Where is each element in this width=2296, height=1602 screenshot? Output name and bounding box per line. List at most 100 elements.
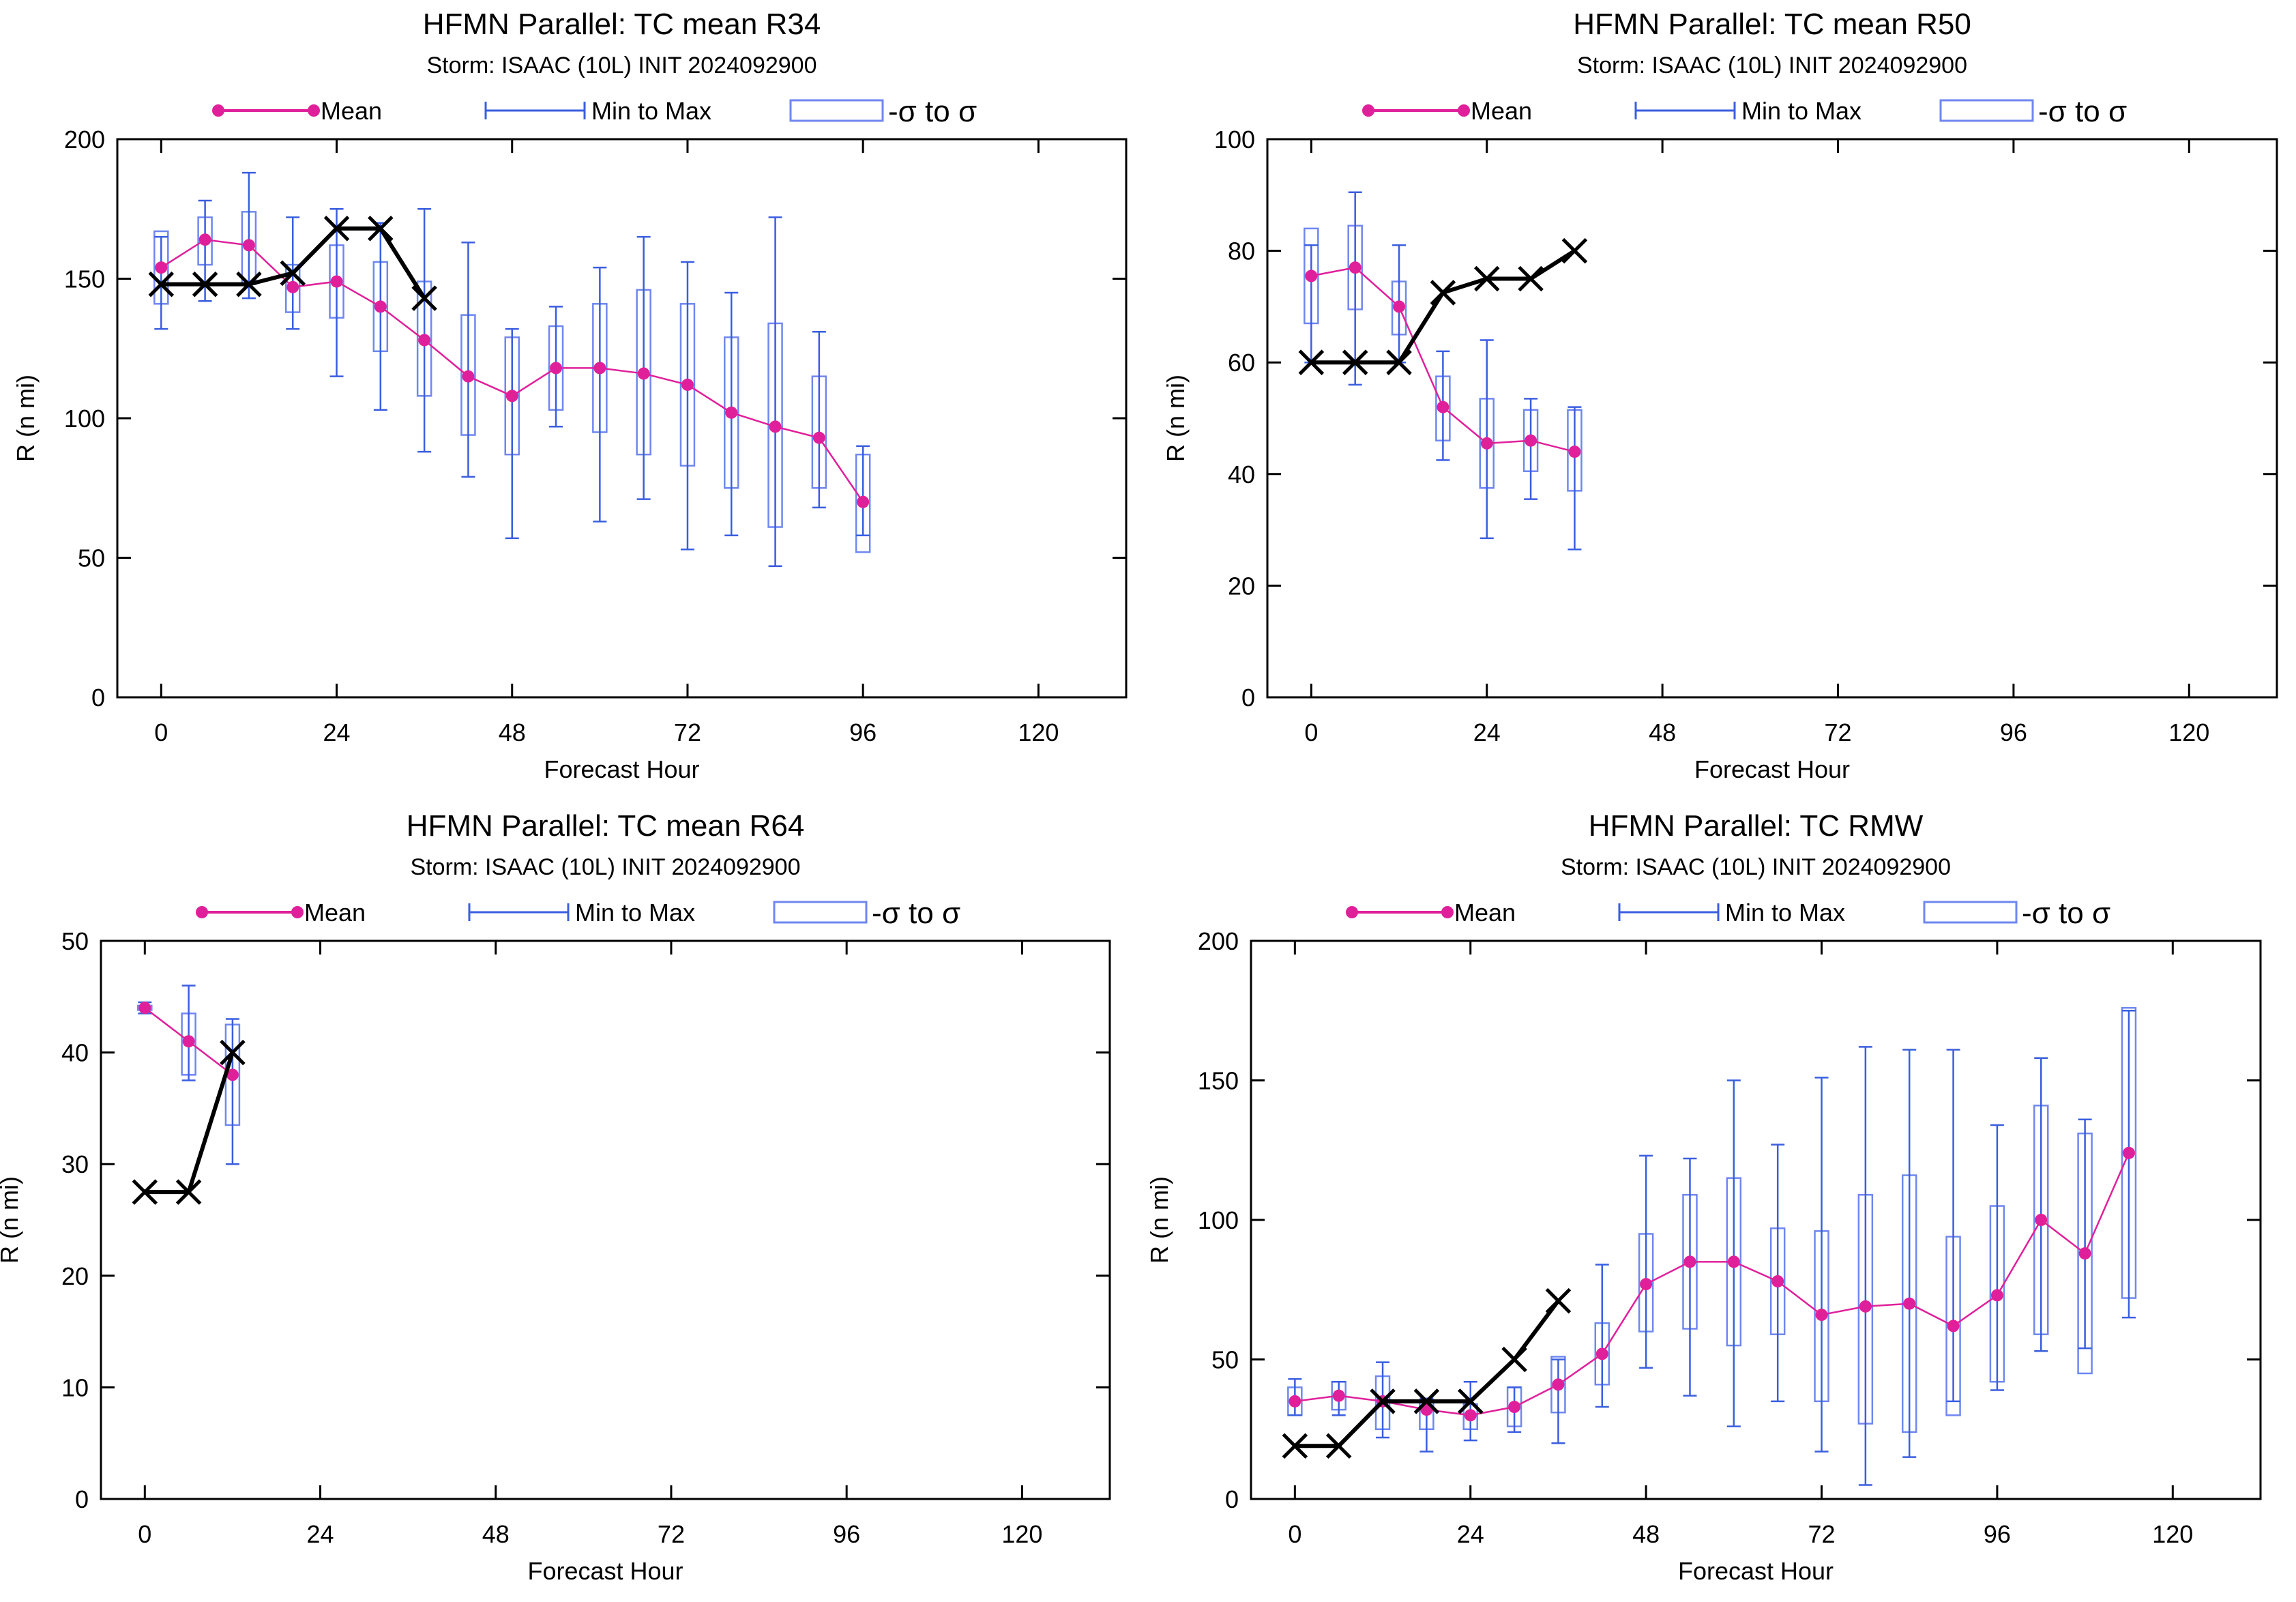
chart-r50-ylabel: R (n mi) [1162,375,1190,462]
plot-frame [1250,940,2262,1500]
best-track-marker [192,271,218,297]
mean-point [1464,1409,1477,1422]
mean-point [1947,1320,1960,1332]
mean-point [2078,1247,2091,1260]
x-tick-label: 96 [849,718,877,746]
chart-rmw-panel: HFMN Parallel: TC RMW Storm: ISAAC (10L)… [1145,809,2262,1585]
mean-point [2122,1146,2135,1159]
chart-r64-legend: Mean Min to Max -σ to σ [196,897,960,930]
mean-point [1508,1401,1521,1414]
best-track-marker [1386,349,1412,375]
y-tick-label: 40 [61,1039,89,1067]
y-tick-label: 100 [64,405,105,433]
x-tick-label: 72 [1808,1520,1835,1548]
mean-point [138,1002,151,1015]
x-tick-label: 120 [2152,1520,2193,1548]
mean-point [1640,1278,1653,1291]
legend-mean-label: Mean [321,97,382,125]
legend-mean-marker [308,104,320,117]
legend-range-label: Min to Max [575,899,695,927]
chart-r50-title: HFMN Parallel: TC mean R50 [1573,8,1971,41]
mean-point [198,233,211,246]
y-tick-label: 100 [1198,1206,1239,1234]
y-tick-label: 20 [1228,572,1255,600]
y-tick-label: 0 [1241,684,1255,712]
legend-mean-marker [1458,104,1470,117]
chart-r50-subtitle: Storm: ISAAC (10L) INIT 2024092900 [1577,53,1967,78]
legend-sigma-label: -σ to σ [2022,897,2110,930]
chart-r34-ylabel: R (n mi) [12,375,40,462]
chart-rmw-title: HFMN Parallel: TC RMW [1589,809,1924,843]
chart-r34-legend: Mean Min to Max -σ to σ [212,95,977,128]
best-track-marker [1473,265,1500,292]
mean-point [242,239,255,252]
best-track-marker [280,260,306,287]
best-track-marker [148,271,175,297]
y-tick-label: 30 [61,1150,89,1178]
legend-sigma-box [773,901,868,924]
mean-point [1437,400,1449,413]
x-tick-label: 120 [2168,718,2209,746]
best-track-marker [1370,1388,1396,1414]
best-track-marker [236,271,262,297]
mean-point [226,1068,239,1081]
mean-point [1289,1395,1301,1408]
mean-point [1332,1389,1345,1402]
chart-r50-panel: HFMN Parallel: TC mean R50 Storm: ISAAC … [1162,8,2278,783]
mean-point [286,280,299,293]
best-track-marker [1561,237,1588,264]
y-tick-label: 50 [61,927,89,955]
x-tick-label: 48 [1632,1520,1660,1548]
chart-r34-title: HFMN Parallel: TC mean R34 [423,8,821,41]
legend-range-label: Min to Max [591,97,711,125]
best-track-marker [1413,1388,1440,1414]
y-tick-label: 60 [1228,349,1255,377]
y-tick-label: 0 [91,684,105,712]
mean-point [1990,1289,2003,1302]
mean-point [1568,446,1581,458]
mean-point [330,275,343,288]
chart-r64-ylabel: R (n mi) [0,1176,23,1264]
mean-point [812,431,825,444]
best-track-marker [1501,1346,1527,1373]
y-tick-label: 150 [64,265,105,293]
legend-sigma-box [1939,99,2034,122]
plot-frame [1266,138,2278,699]
x-tick-label: 96 [1984,1520,2011,1548]
mean-point [1859,1300,1872,1313]
legend-mean-marker [291,906,304,918]
x-tick-label: 24 [1473,718,1501,746]
chart-r50-xlabel: Forecast Hour [1694,755,1850,783]
plot-frame [100,940,1111,1500]
chart-rmw-legend: Mean Min to Max -σ to σ [1346,897,2110,930]
mean-point [593,362,606,375]
legend-sigma-label: -σ to σ [872,897,960,930]
legend-mean-label: Mean [1471,97,1532,125]
mean-point [1393,300,1406,313]
mean-point [769,420,782,433]
x-tick-label: 24 [306,1520,334,1548]
legend-sigma-box [789,99,884,122]
mean-point [1727,1255,1740,1268]
mean-point [2035,1214,2048,1226]
legend-sigma-box [1923,901,2018,924]
mean-point [1595,1348,1608,1360]
mean-point [1903,1297,1916,1310]
mean-point [155,261,168,274]
best-track-marker [368,216,394,242]
best-track-marker [1518,265,1544,292]
mean-point [374,300,387,313]
legend-mean-marker [212,104,224,117]
x-tick-label: 72 [658,1520,685,1548]
plot-frame [116,138,1128,699]
mean-point [182,1035,195,1048]
best-track-marker [1457,1388,1484,1414]
mean-point [725,406,738,419]
x-tick-label: 96 [833,1520,860,1548]
y-tick-label: 200 [64,126,105,154]
mean-point [1349,261,1362,274]
chart-r34-xlabel: Forecast Hour [544,755,699,783]
x-tick-label: 0 [1288,1520,1301,1548]
x-tick-label: 24 [1457,1520,1484,1548]
